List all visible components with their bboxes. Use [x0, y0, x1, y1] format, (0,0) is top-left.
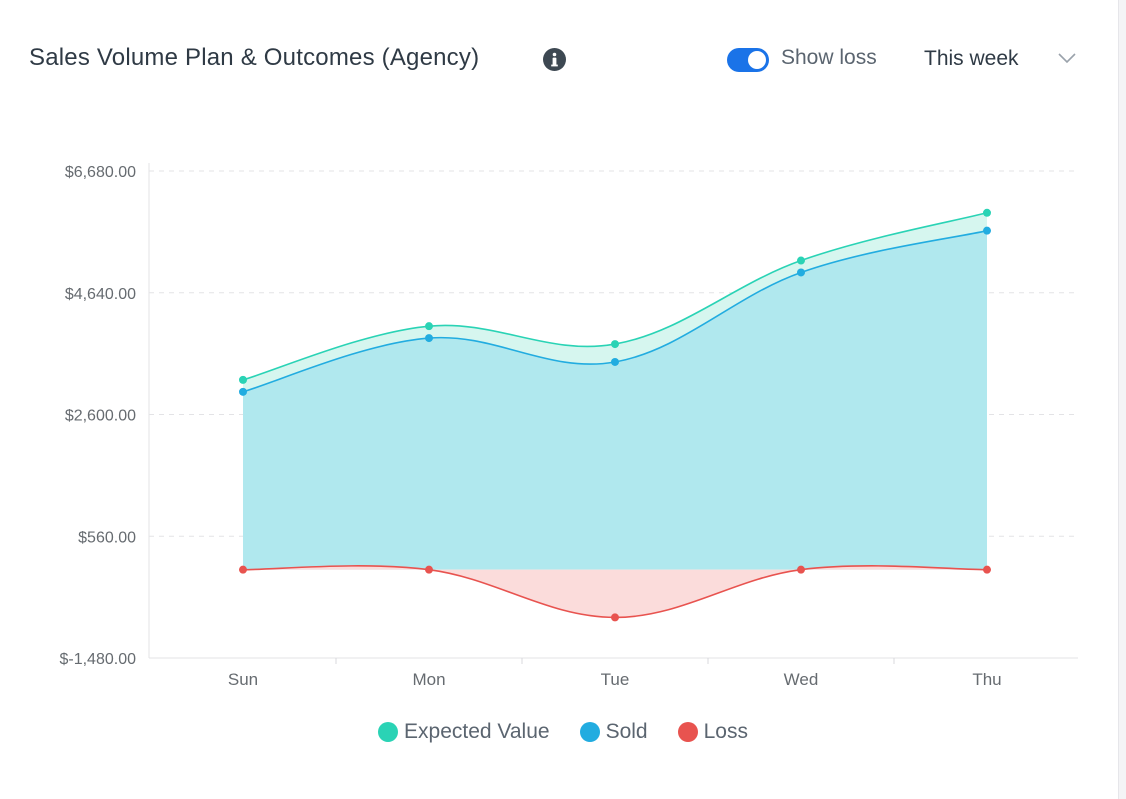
- y-tick-label: $6,680.00: [65, 164, 136, 181]
- expected-area: [243, 212, 987, 392]
- legend-label: Loss: [703, 720, 748, 743]
- loss-point: [797, 565, 805, 574]
- y-tick-label: $4,640.00: [65, 286, 136, 303]
- expected-point: [611, 340, 619, 349]
- legend-label: Sold: [605, 720, 648, 743]
- legend-item-loss[interactable]: Loss: [677, 720, 748, 744]
- chevron-down-icon: [1058, 53, 1076, 64]
- x-tick-label: Sun: [228, 670, 258, 689]
- legend-item-sold[interactable]: Sold: [579, 720, 648, 744]
- expected-point: [239, 375, 247, 384]
- toggle-knob: [748, 51, 766, 69]
- expected-point: [425, 322, 433, 331]
- show-loss-label: Show loss: [781, 46, 877, 69]
- period-selected-value: This week: [924, 47, 1019, 70]
- x-tick-label: Wed: [784, 670, 819, 689]
- show-loss-toggle[interactable]: [727, 48, 769, 72]
- y-tick-label: $-1,480.00: [59, 651, 136, 668]
- legend-item-expected-value[interactable]: Expected Value: [378, 720, 550, 744]
- legend-dot: [677, 722, 698, 742]
- x-tick-label: Thu: [972, 670, 1001, 689]
- info-icon[interactable]: [543, 48, 566, 71]
- period-dropdown[interactable]: This week: [924, 44, 1084, 76]
- sold-point: [797, 268, 805, 277]
- x-tick-label: Mon: [412, 670, 445, 689]
- x-tick-label: Tue: [601, 670, 630, 689]
- sold-area: [243, 230, 987, 570]
- loss-point: [611, 613, 619, 622]
- legend-dot: [579, 722, 600, 742]
- y-tick-label: $2,600.00: [65, 408, 136, 425]
- legend-dot: [378, 722, 399, 742]
- y-tick-label: $560.00: [78, 529, 136, 546]
- loss-point: [983, 565, 991, 574]
- sold-point: [611, 357, 619, 366]
- expected-point: [797, 256, 805, 265]
- loss-area: [243, 565, 987, 618]
- chart-legend: Expected Value Sold Loss: [0, 720, 1126, 744]
- legend-label: Expected Value: [404, 720, 550, 743]
- sold-point: [425, 334, 433, 343]
- expected-point: [983, 208, 991, 217]
- loss-point: [425, 565, 433, 574]
- sold-point: [983, 226, 991, 235]
- chart-title: Sales Volume Plan & Outcomes (Agency): [29, 44, 480, 71]
- sold-point: [239, 387, 247, 396]
- loss-point: [239, 565, 247, 574]
